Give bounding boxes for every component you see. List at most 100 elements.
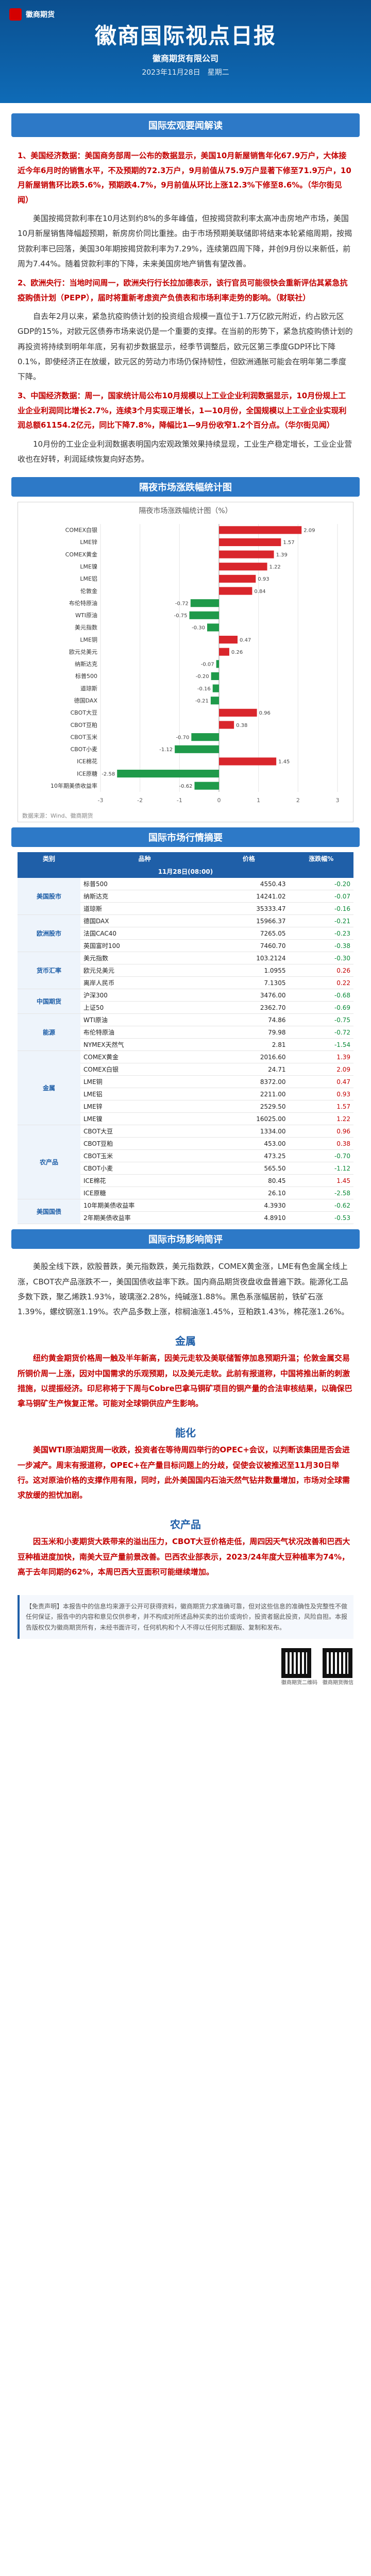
value-label: -0.62 xyxy=(179,784,193,789)
table-price-cell: 8372.00 xyxy=(209,1075,289,1089)
impact-energy-title: 能化 xyxy=(175,1427,196,1439)
table-change-cell: -0.70 xyxy=(289,1149,353,1163)
value-label: 0.84 xyxy=(254,589,265,595)
impact-agri-title: 农产品 xyxy=(170,1518,201,1531)
table-price-cell: 16025.00 xyxy=(209,1112,289,1126)
x-tick-label: -2 xyxy=(137,797,143,804)
report-title: 徽商国际视点日报 xyxy=(94,23,276,48)
value-label: 0.93 xyxy=(258,577,269,582)
bar xyxy=(219,538,281,547)
table-price-cell: 7265.05 xyxy=(209,927,289,940)
table-change-cell: -0.72 xyxy=(289,1026,353,1039)
table-header-change: 涨跌幅% xyxy=(289,852,353,866)
category-label: ICE原糖 xyxy=(77,770,97,777)
table-name-cell: 英国富时100 xyxy=(80,939,209,953)
table-change-cell: -1.54 xyxy=(289,1038,353,1052)
table-price-cell: 4.8910 xyxy=(209,1211,289,1225)
table-row: COMEX白银 24.71 2.09 xyxy=(18,1063,353,1076)
table-category-cell: 美国股市 xyxy=(18,878,80,916)
table-row: 金属 COMEX黄金 2016.60 1.39 xyxy=(18,1050,353,1126)
section-market-title: 国际市场行情摘要 xyxy=(11,827,360,848)
category-label: 伦敦金 xyxy=(80,587,97,595)
table-change-cell: 0.26 xyxy=(289,964,353,977)
bar xyxy=(219,575,256,583)
table-row: LME镍 16025.00 1.22 xyxy=(18,1112,353,1126)
table-row: 法国CAC40 7265.05 -0.23 xyxy=(18,927,353,940)
impact-agri: 因玉米和小麦期货大跌带来的溢出压力，CBOT大豆价格走低，周四因天气状况改善和巴… xyxy=(18,1537,350,1577)
category-label: 美元指数 xyxy=(75,624,97,631)
table-name-cell: 道琼斯 xyxy=(80,902,209,916)
value-label: -0.07 xyxy=(201,662,214,668)
table-price-cell: 2211.00 xyxy=(209,1088,289,1101)
category-label: LME镍 xyxy=(80,563,97,570)
qr-icon xyxy=(281,1648,311,1679)
qr-label-1: 徽商期货二维码 xyxy=(281,1680,317,1686)
table-row: LME铜 8372.00 0.47 xyxy=(18,1075,353,1089)
table-price-cell: 2016.60 xyxy=(209,1050,289,1064)
table-price-cell: 24.71 xyxy=(209,1063,289,1076)
table-header-price: 价格 xyxy=(209,852,289,866)
market-table-body: 美国股市 标普500 4550.43 -0.20 纳斯达克 14241.02 -0.07 道琼… xyxy=(18,878,353,1225)
table-header-name: 品种 xyxy=(80,852,209,866)
value-label: 1.57 xyxy=(283,540,294,546)
table-price-cell: 2362.70 xyxy=(209,1001,289,1014)
qr-code-2[interactable]: 徽商期货微信 xyxy=(323,1648,353,1686)
table-name-cell: NYMEX天然气 xyxy=(80,1038,209,1052)
table-row: 美国股市 标普500 4550.43 -0.20 xyxy=(18,878,353,916)
table-change-cell: -0.30 xyxy=(289,952,353,965)
table-name-cell: 纳斯达克 xyxy=(80,890,209,903)
table-category-cell: 欧洲股市 xyxy=(18,914,80,953)
category-label: CBOT豆粕 xyxy=(71,721,97,728)
table-change-cell: 0.93 xyxy=(289,1088,353,1101)
table-row: 上证50 2362.70 -0.69 xyxy=(18,1001,353,1014)
value-label: 0.47 xyxy=(240,638,251,643)
table-name-cell: LME铜 xyxy=(80,1075,209,1089)
x-tick-label: 3 xyxy=(336,797,340,804)
impact-metal: 纽约黄金期货价格周一触及半年新高，因美元走软及美联储暂停加息预期升温；伦敦金属交… xyxy=(18,1353,352,1408)
table-change-cell: -0.20 xyxy=(289,878,353,891)
x-tick-label: 2 xyxy=(296,797,300,804)
market-table: 类别 品种 价格 涨跌幅% 11月28日(08:00) 美国股市 标普500 455… xyxy=(18,852,353,1225)
table-price-cell: 103.2124 xyxy=(209,952,289,965)
table-price-cell: 1.0955 xyxy=(209,964,289,977)
impact-block: 美股全线下跌，欧股普跌，美元指数跌，美元指数跌，COMEX黄金涨，LME有色金属… xyxy=(0,1249,371,1590)
qr-code-1[interactable]: 徽商期货二维码 xyxy=(281,1648,317,1686)
category-label: 欧元兑美元 xyxy=(69,648,97,655)
table-price-cell: 7460.70 xyxy=(209,939,289,953)
table-change-cell: -0.21 xyxy=(289,914,353,928)
macro-headline-1: 1、美国经济数据：美国商务部周一公布的数据显示，美国10月新屋销售年化67.9万… xyxy=(18,151,351,205)
category-label: 布伦特原油 xyxy=(69,600,97,607)
category-label: CBOT玉米 xyxy=(71,734,97,741)
table-price-cell: 453.00 xyxy=(209,1137,289,1150)
bar-chart: 隔夜市场涨跌幅统计图（%） -3 -2 -1 0 1 2 3 COMEX白银 2.09 LME锌 1… xyxy=(18,502,353,823)
brand-logo: 徽商期货 xyxy=(9,8,55,21)
qr-label-2: 徽商期货微信 xyxy=(323,1680,353,1686)
bar xyxy=(219,648,229,656)
table-change-cell: -0.38 xyxy=(289,939,353,953)
chart-source: 数据来源：Wind、徽商期货 xyxy=(22,812,93,820)
table-change-cell: 0.22 xyxy=(289,976,353,990)
bar xyxy=(219,550,274,558)
section-macro-title: 国际宏观要闻解读 xyxy=(11,113,360,137)
category-label: CBOT小麦 xyxy=(71,746,97,753)
table-row: NYMEX天然气 2.81 -1.54 xyxy=(18,1038,353,1052)
table-price-cell: 4550.43 xyxy=(209,878,289,891)
bar xyxy=(211,672,219,681)
macro-headline-2: 2、欧洲央行：当地时间周一，欧洲央行行长拉加德表示，该行官员可能很快会重新评估其… xyxy=(18,278,348,302)
category-label: LME锌 xyxy=(80,538,97,546)
category-label: COMEX黄金 xyxy=(65,551,97,558)
table-name-cell: 法国CAC40 xyxy=(80,927,209,940)
market-table-wrap: 类别 品种 价格 涨跌幅% 11月28日(08:00) 美国股市 标普500 455… xyxy=(18,852,353,1225)
table-price-cell: 80.45 xyxy=(209,1174,289,1188)
x-tick-label: -1 xyxy=(177,797,182,804)
macro-para-1: 美国按揭贷款利率在10月达到约8%的多年峰值，但按揭贷款利率太高冲击房地产市场，… xyxy=(18,214,352,268)
table-category-cell: 中国期货 xyxy=(18,989,80,1014)
bar xyxy=(175,745,219,754)
table-change-cell: 1.57 xyxy=(289,1100,353,1113)
table-price-cell: 79.98 xyxy=(209,1026,289,1039)
table-change-cell: 0.96 xyxy=(289,1125,353,1138)
logo-mark xyxy=(9,8,22,21)
table-name-cell: 上证50 xyxy=(80,1001,209,1014)
table-change-cell: -0.23 xyxy=(289,927,353,940)
bar xyxy=(189,611,219,620)
